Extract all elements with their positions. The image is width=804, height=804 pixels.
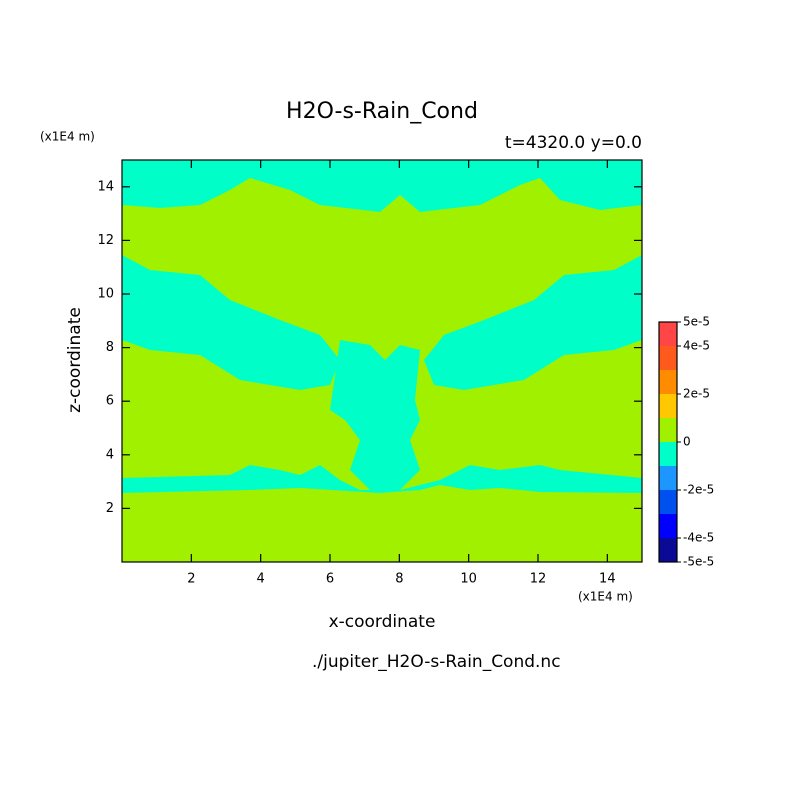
colorbar-label: -2e-5 (683, 483, 714, 497)
colorbar-label: -4e-5 (683, 531, 714, 545)
colorbar-segment (659, 490, 677, 514)
y-tick-label: 2 (106, 501, 114, 516)
y-tick-label: 6 (106, 394, 114, 409)
y-unit: (x1E4 m) (40, 130, 95, 144)
x-tick-label: 12 (530, 572, 547, 587)
x-tick-label: 14 (599, 572, 616, 587)
colorbar-label: 4e-5 (683, 339, 710, 353)
contour-field (122, 160, 642, 562)
colorbar-segment (659, 370, 677, 394)
y-axis-label: z-coordinate (65, 307, 85, 413)
x-tick-label: 4 (257, 572, 265, 587)
colorbar-segment (659, 394, 677, 418)
x-tick-label: 2 (187, 572, 195, 587)
contour-region (330, 340, 420, 490)
colorbar-segment (659, 442, 677, 466)
x-axis-label: x-coordinate (329, 612, 436, 632)
contour-region (424, 255, 642, 390)
colorbar-label: -5e-5 (683, 555, 714, 569)
chart-title: H2O-s-Rain_Cond (286, 99, 478, 124)
colorbar-label: 0 (683, 435, 691, 449)
colorbar-frame (658, 321, 678, 563)
y-tick-label: 10 (97, 287, 114, 302)
y-tick-label: 14 (97, 179, 114, 194)
colorbar-segment (659, 538, 677, 562)
colorbar-segment (659, 418, 677, 442)
subtitle: t=4320.0 y=0.0 (505, 133, 642, 153)
x-tick-label: 8 (395, 572, 403, 587)
y-tick-label: 4 (106, 447, 114, 462)
colorbar-segment (659, 514, 677, 538)
plot-frame (121, 159, 643, 563)
contour-region (122, 160, 642, 212)
contour-region (122, 255, 340, 390)
y-tick-label: 8 (106, 340, 114, 355)
x-tick-label: 6 (326, 572, 334, 587)
colorbar-label: 5e-5 (683, 315, 710, 329)
contour-region (122, 465, 642, 493)
y-tick-label: 12 (97, 233, 114, 248)
x-unit: (x1E4 m) (578, 590, 633, 604)
x-tick-label: 10 (460, 572, 477, 587)
colorbar-segment (659, 322, 677, 346)
colorbar-segment (659, 346, 677, 370)
colorbar-label: 2e-5 (683, 387, 710, 401)
source-file: ./jupiter_H2O-s-Rain_Cond.nc (312, 652, 561, 672)
colorbar-segment (659, 466, 677, 490)
